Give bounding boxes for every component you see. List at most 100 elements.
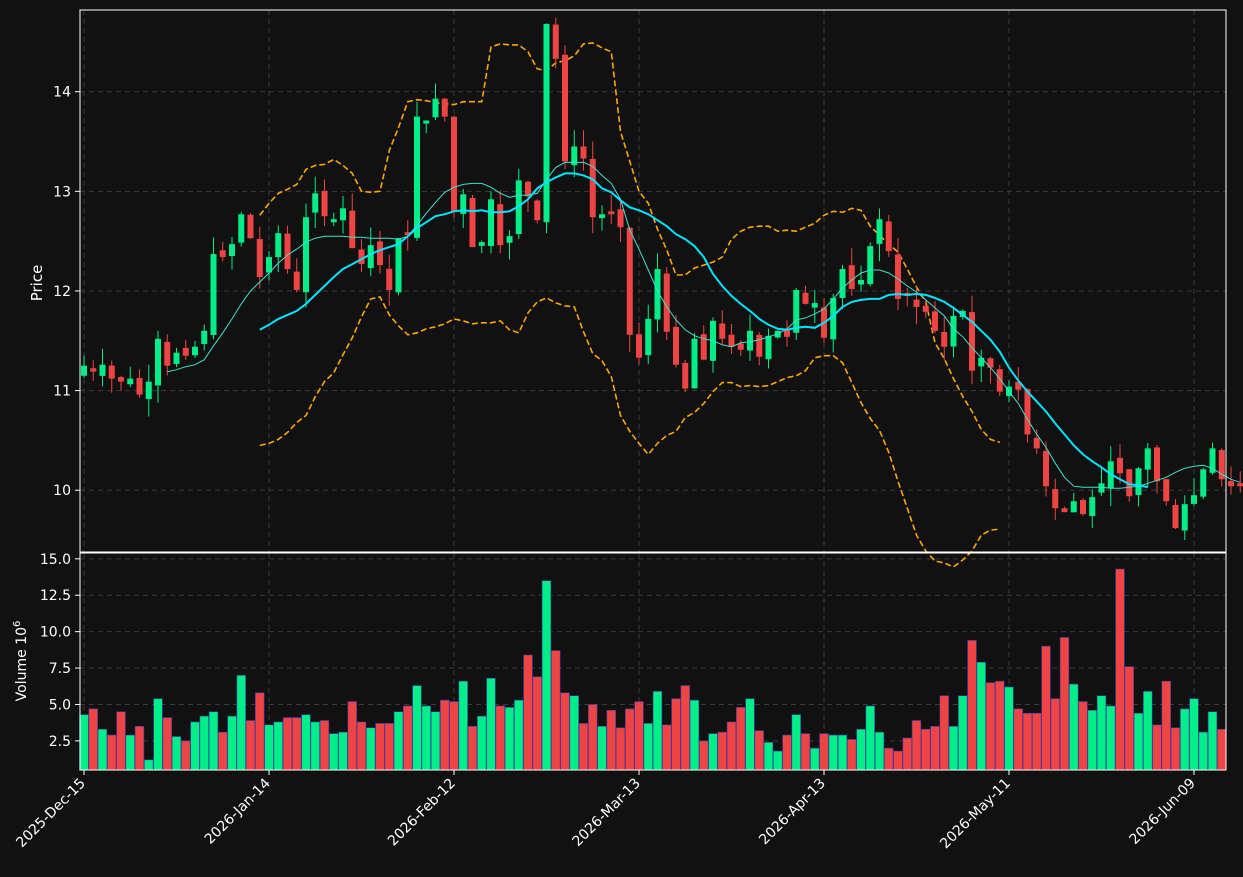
candle-body bbox=[1181, 504, 1188, 531]
volume-bar bbox=[236, 675, 246, 771]
volume-bar bbox=[1013, 708, 1023, 771]
volume-bar bbox=[495, 705, 505, 771]
price-tick-label: 10 bbox=[53, 483, 71, 499]
candle-body bbox=[1052, 489, 1059, 509]
volume-bar bbox=[791, 714, 801, 771]
candle-body bbox=[210, 254, 217, 336]
candle-body bbox=[414, 116, 420, 238]
candle-body bbox=[876, 219, 883, 244]
candle-body bbox=[488, 199, 494, 247]
candle-body bbox=[626, 227, 633, 335]
volume-bar bbox=[208, 711, 219, 771]
candle-body bbox=[617, 209, 624, 228]
volume-bar bbox=[1217, 728, 1227, 771]
candle-body bbox=[108, 365, 115, 379]
volume-bar bbox=[255, 692, 265, 771]
volume-bar bbox=[736, 707, 746, 771]
candle-body bbox=[469, 197, 476, 248]
volume-bar bbox=[958, 695, 968, 771]
volume-bar bbox=[347, 701, 357, 771]
volume-bar bbox=[1032, 712, 1042, 771]
candle-body bbox=[81, 365, 87, 376]
volume-bar bbox=[366, 727, 376, 771]
candle-body bbox=[266, 257, 272, 273]
volume-bar bbox=[921, 728, 931, 771]
volume-bar bbox=[356, 721, 367, 771]
candle-body bbox=[1024, 389, 1031, 435]
volume-bar bbox=[190, 721, 200, 771]
price-tick-label: 14 bbox=[53, 85, 71, 101]
volume-bar bbox=[588, 704, 598, 771]
candle-body bbox=[1200, 469, 1207, 497]
candle-body bbox=[885, 221, 892, 252]
bollinger-bands bbox=[259, 42, 1001, 568]
volume-bar bbox=[939, 695, 949, 771]
volume-bar bbox=[884, 747, 894, 771]
price-tick-label: 12 bbox=[53, 284, 71, 300]
volume-bar bbox=[1143, 691, 1153, 771]
candle-body bbox=[895, 254, 901, 299]
candle-body bbox=[1218, 450, 1225, 480]
volume-bar bbox=[985, 682, 996, 771]
candle-body bbox=[571, 146, 578, 166]
volume-bar bbox=[800, 733, 811, 771]
volume-bar bbox=[625, 708, 635, 771]
volume-bar bbox=[819, 733, 829, 771]
volume-bar bbox=[134, 726, 145, 771]
volume-bar bbox=[680, 685, 690, 771]
volume-bar bbox=[1050, 698, 1060, 771]
volume-tick-label: 2.5 bbox=[49, 734, 71, 750]
candle-body bbox=[506, 236, 513, 243]
candle-body bbox=[201, 330, 208, 345]
candle-body bbox=[747, 330, 753, 351]
candle-body bbox=[802, 292, 809, 304]
volume-bar bbox=[319, 720, 330, 771]
volume-bar bbox=[1180, 708, 1190, 771]
candle-body bbox=[275, 233, 282, 258]
candle-body bbox=[978, 357, 985, 367]
price-tick-label: 11 bbox=[53, 384, 71, 400]
candle-body bbox=[682, 362, 689, 389]
candle-body bbox=[1080, 499, 1086, 515]
volume-bar bbox=[1041, 645, 1051, 771]
volume-bar bbox=[449, 701, 459, 771]
candle-body bbox=[155, 338, 161, 386]
volume-bar bbox=[97, 728, 108, 771]
volume-bar bbox=[1133, 712, 1144, 771]
volume-bar bbox=[1115, 568, 1125, 771]
candle-body bbox=[950, 315, 957, 347]
candle-body bbox=[182, 347, 189, 356]
volume-bar bbox=[948, 726, 959, 771]
volume-bar bbox=[1152, 724, 1162, 771]
candle-body bbox=[136, 378, 143, 395]
volume-bar bbox=[745, 698, 755, 771]
candle-body bbox=[1144, 448, 1151, 470]
candle-body bbox=[238, 214, 245, 243]
volume-axis-exponent: 6 bbox=[12, 621, 23, 627]
volume-bar bbox=[467, 726, 478, 771]
candle-body bbox=[932, 311, 938, 331]
candle-body bbox=[1033, 437, 1040, 449]
candle-body bbox=[90, 368, 97, 372]
volume-bars bbox=[79, 568, 1227, 771]
volume-bar bbox=[375, 723, 385, 771]
candle-body bbox=[99, 364, 106, 376]
volume-bar bbox=[1198, 731, 1208, 771]
candle-body bbox=[691, 338, 698, 389]
candle-body bbox=[867, 246, 874, 285]
volume-bar bbox=[763, 742, 774, 771]
candle-body bbox=[784, 328, 790, 337]
candle-body bbox=[922, 305, 929, 312]
candle-body bbox=[1209, 448, 1216, 473]
ma-short-line bbox=[167, 161, 1241, 489]
candle-body bbox=[229, 244, 235, 257]
volume-bar bbox=[671, 698, 681, 771]
candle-body bbox=[358, 249, 365, 265]
candle-body bbox=[599, 214, 605, 219]
candle-body bbox=[673, 326, 679, 365]
volume-bar bbox=[541, 580, 552, 771]
volume-bar bbox=[773, 750, 783, 771]
volume-bar bbox=[153, 698, 163, 771]
candle-body bbox=[636, 334, 642, 358]
